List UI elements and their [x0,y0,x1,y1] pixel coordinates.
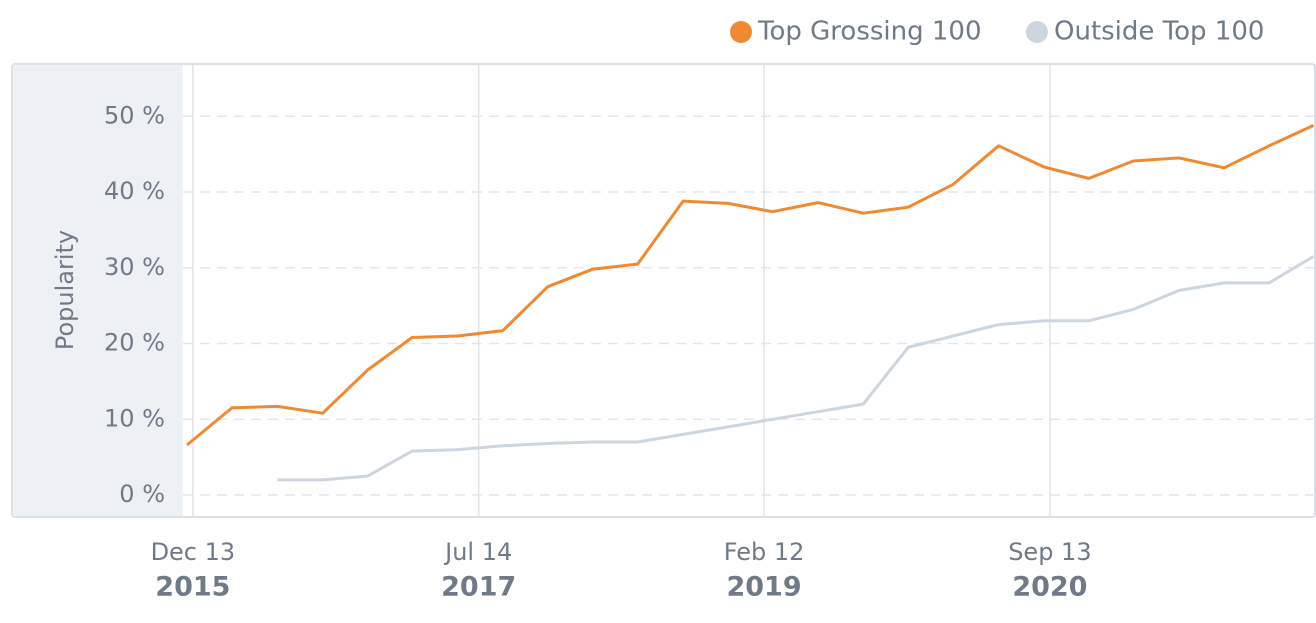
series-line [185,124,1315,447]
y-tick-label: 10 % [104,404,165,432]
x-tick-label: Jul 14 [443,538,512,566]
x-tick-label: Feb 12 [724,538,805,566]
legend-marker [730,21,752,43]
y-axis-label: Popularity [51,230,79,350]
legend: Top Grossing 100 Outside Top 100 [730,17,1264,47]
plot-frame [11,63,1316,518]
series-line [277,255,1315,482]
x-tick-label: 2017 [441,572,516,603]
x-tick-label: 2020 [1012,572,1087,603]
x-tick-label: 2019 [726,572,801,603]
y-tick-label: 0 % [119,480,165,508]
y-tick-label: 20 % [104,329,165,357]
x-tick-label: Sep 13 [1008,538,1091,566]
x-tick-label: Dec 13 [151,538,236,566]
y-tick-label: 40 % [104,177,165,205]
x-tick-label: 2015 [155,572,230,603]
legend-marker [1026,21,1048,43]
legend-label: Outside Top 100 [1054,17,1264,47]
y-axis-panel [12,64,183,517]
y-tick-label: 30 % [104,253,165,281]
legend-label: Top Grossing 100 [757,17,982,47]
y-tick-label: 50 % [104,101,165,129]
